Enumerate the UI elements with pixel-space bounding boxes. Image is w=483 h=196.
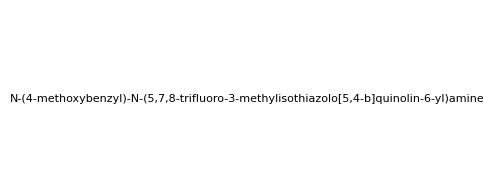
Text: N-(4-methoxybenzyl)-N-(5,7,8-trifluoro-3-methylisothiazolo[5,4-b]quinolin-6-yl)a: N-(4-methoxybenzyl)-N-(5,7,8-trifluoro-3… — [10, 94, 483, 104]
